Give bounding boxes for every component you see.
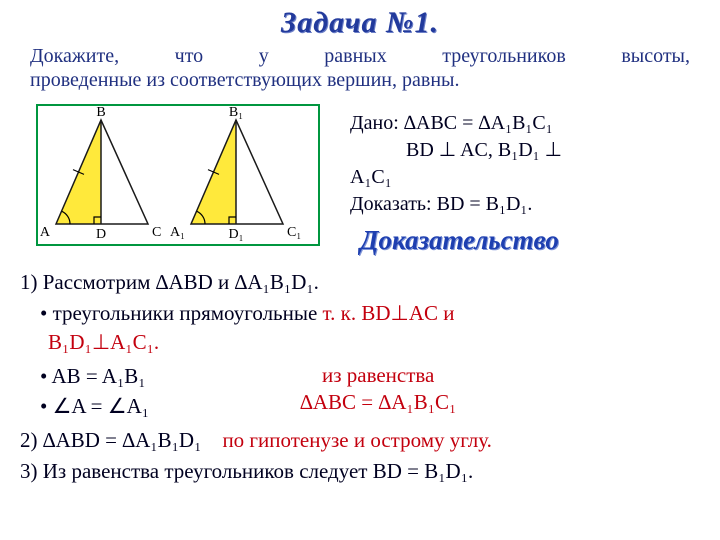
svg-text:A₁: A₁ (170, 225, 185, 240)
step-2-red2: B₁D₁⊥A₁C₁. (20, 329, 692, 357)
step-1: 1) Рассмотрим ∆ABD и ∆A₁B₁D₁. (20, 269, 692, 297)
given-line2: BD ⊥ AC, B₁D₁ ⊥ (350, 137, 562, 164)
slide-title: Задача №1. (0, 0, 720, 40)
reason-bot: ∆ABC = ∆A₁B₁C₁ (300, 389, 456, 417)
step-2-black: • треугольники прямоугольные (40, 301, 323, 325)
proof-body: 1) Рассмотрим ∆ABD и ∆A₁B₁D₁. • треуголь… (0, 258, 720, 485)
given-line1: Дано: ∆ABC = ∆A₁B₁C₁ (350, 110, 562, 137)
step-3-4-row: • AB = A₁B₁ • ∠A = ∠A₁ из равенства ∆ABC… (20, 360, 692, 424)
step-5: 2) ∆ABD = ∆A₁B₁D₁ по гипотенузе и остром… (20, 427, 692, 455)
svg-text:D₁: D₁ (229, 227, 244, 242)
problem-line1: Докажите, что у равных треугольников выс… (30, 45, 690, 67)
svg-text:B: B (96, 106, 105, 120)
step-2: • треугольники прямоугольные т. к. BD⊥AC… (20, 300, 692, 328)
svg-text:B₁: B₁ (229, 106, 243, 120)
step-5a: 2) ∆ABD = ∆A₁B₁D₁ (20, 428, 201, 452)
given-line4: Доказать: BD = B₁D₁. (350, 191, 562, 218)
svg-text:D: D (96, 227, 106, 242)
step-2-red1: т. к. BD⊥AC и (323, 301, 455, 325)
figure-and-given: A B C D A₁ B₁ C₁ D₁ Дано: ∆ABC = ∆A₁B₁C₁ BD ⊥ A… (0, 98, 720, 258)
given-block: Дано: ∆ABC = ∆A₁B₁C₁ BD ⊥ AC, B₁D₁ ⊥ A₁C… (320, 104, 562, 258)
step-3: • AB = A₁B₁ (20, 363, 300, 391)
figure-box: A B C D A₁ B₁ C₁ D₁ (36, 104, 320, 246)
problem-line2: проведенные из соответствующих вершин, р… (30, 68, 690, 92)
title-text: Задача №1. (281, 6, 439, 39)
proof-header-text: Доказательство (360, 225, 559, 255)
svg-text:C₁: C₁ (287, 225, 301, 240)
problem-statement: Докажите, что у равных треугольников выс… (0, 40, 720, 98)
svg-text:C: C (152, 225, 161, 240)
reason-equal-triangles: из равенства ∆ABC = ∆A₁B₁C₁ (300, 360, 456, 424)
proof-header: Доказательство (350, 218, 562, 258)
reason-top: из равенства (300, 362, 456, 390)
step-4: • ∠A = ∠A₁ (20, 393, 300, 421)
svg-text:A: A (40, 225, 51, 240)
triangles-figure: A B C D A₁ B₁ C₁ D₁ (38, 106, 318, 244)
given-line3: A₁C₁ (350, 164, 562, 191)
step-6: 3) Из равенства треугольников следует BD… (20, 458, 692, 486)
step-5b: по гипотенузе и острому углу. (222, 428, 491, 452)
